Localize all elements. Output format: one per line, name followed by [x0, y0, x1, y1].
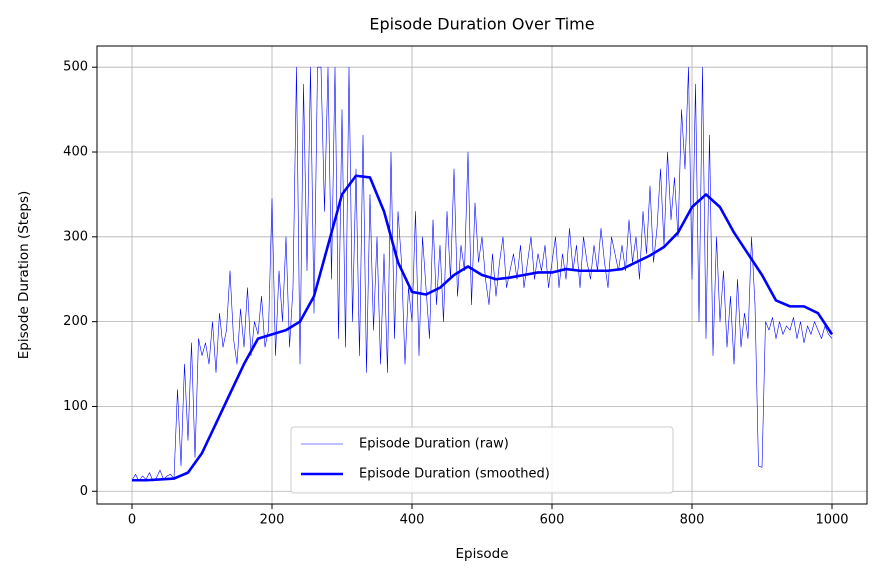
y-tick-label: 100 — [63, 399, 88, 414]
plot-frame — [96, 45, 868, 505]
x-tick-label: 800 — [680, 513, 705, 528]
chart-title: Episode Duration Over Time — [369, 15, 594, 34]
x-tick-label: 0 — [128, 513, 136, 528]
x-axis-label: Episode — [455, 546, 508, 562]
x-tick-label: 400 — [400, 513, 425, 528]
y-tick-label: 0 — [80, 484, 88, 499]
legend-label: Episode Duration (smoothed) — [359, 467, 550, 482]
y-tick-label: 500 — [63, 60, 88, 75]
legend-box — [290, 426, 674, 494]
x-tick-label: 600 — [540, 513, 565, 528]
legend-label: Episode Duration (raw) — [359, 437, 509, 452]
data-line — [132, 174, 834, 482]
y-tick-label: 400 — [63, 145, 88, 160]
y-tick-label: 200 — [63, 314, 88, 329]
x-tick-label: 200 — [260, 513, 285, 528]
y-axis-label: Episode Duration (Steps) — [16, 191, 32, 360]
y-tick-label: 300 — [63, 229, 88, 244]
data-line — [131, 66, 833, 482]
x-tick-label: 1000 — [815, 513, 848, 528]
